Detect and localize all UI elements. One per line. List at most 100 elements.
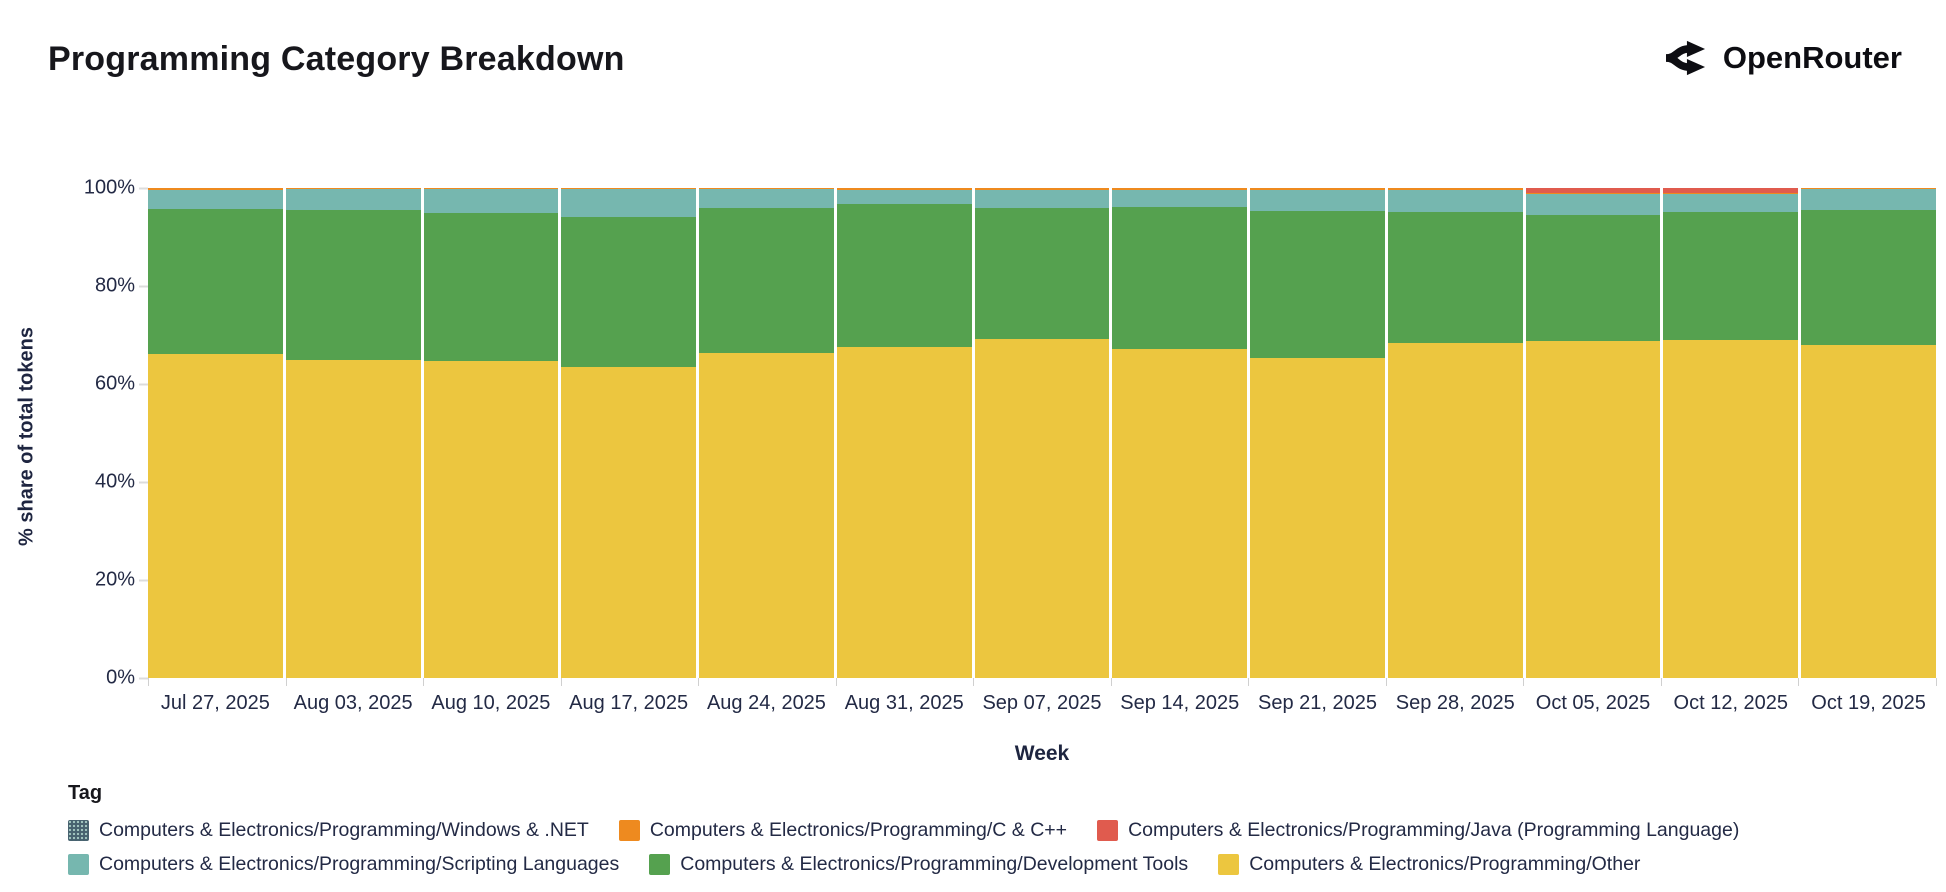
segment-other[interactable] [836,346,972,678]
legend-item-windows-dotnet[interactable]: Computers & Electronics/Programming/Wind… [68,819,589,842]
segment-scripting-languages[interactable] [974,189,1110,208]
segment-c-cpp[interactable] [285,188,421,190]
segment-development-tools[interactable] [1801,210,1936,345]
bar-aug-17-2025[interactable] [561,188,697,678]
bar-oct-19-2025[interactable] [1801,188,1936,678]
x-label-aug-03-2025: Aug 03, 2025 [293,692,413,714]
segment-development-tools[interactable] [699,207,834,353]
bar-oct-12-2025[interactable] [1663,188,1799,678]
bar-sep-28-2025[interactable] [1387,188,1523,678]
segment-other[interactable] [974,339,1110,678]
segment-scripting-languages[interactable] [836,189,972,205]
segment-other[interactable] [1250,357,1385,678]
segment-scripting-languages[interactable] [148,189,283,210]
segment-java[interactable] [1663,188,1799,194]
segment-other[interactable] [1525,340,1661,678]
legend-label: Computers & Electronics/Programming/Scri… [99,853,620,875]
segment-c-cpp[interactable] [1801,188,1936,190]
segment-other[interactable] [1387,343,1523,678]
segment-development-tools[interactable] [974,207,1110,340]
x-label-oct-05-2025: Oct 05, 2025 [1535,692,1651,714]
bar-sep-21-2025[interactable] [1250,188,1385,678]
legend-row-1: Computers & Electronics/Programming/Wind… [68,819,1898,842]
legend-item-java[interactable]: Computers & Electronics/Programming/Java… [1097,819,1739,842]
legend-item-development-tools[interactable]: Computers & Electronics/Programming/Deve… [649,853,1188,876]
legend-item-scripting-languages[interactable]: Computers & Electronics/Programming/Scri… [68,853,619,876]
x-axis-title: Week [1014,742,1070,765]
legend-item-c-cpp[interactable]: Computers & Electronics/Programming/C & … [618,819,1067,842]
y-tick-label: 0% [106,666,135,689]
segment-scripting-languages[interactable] [1663,194,1799,213]
bar-aug-10-2025[interactable] [423,188,559,678]
legend-label: Computers & Electronics/Programming/Deve… [680,853,1189,875]
legend-swatch-other [1218,854,1240,875]
bar-aug-24-2025[interactable] [699,188,834,678]
segment-c-cpp[interactable] [1112,188,1248,190]
segment-c-cpp[interactable] [699,188,834,190]
segment-development-tools[interactable] [423,213,559,362]
legend: Tag Computers & Electronics/Programming/… [68,782,1898,887]
segment-development-tools[interactable] [148,209,283,355]
x-axis-labels: Jul 27, 2025 Aug 03, 2025 Aug 10, 2025 Aug … [148,692,1936,715]
segment-development-tools[interactable] [836,204,972,347]
segment-scripting-languages[interactable] [699,189,834,208]
segment-development-tools[interactable] [561,216,697,367]
x-tick-mark [1248,678,1250,686]
segment-development-tools[interactable] [1663,212,1799,340]
x-label-aug-10-2025: Aug 10, 2025 [431,692,551,714]
segment-c-cpp[interactable] [148,188,283,190]
segment-c-cpp[interactable] [561,188,697,190]
segment-c-cpp[interactable] [836,188,972,190]
segment-development-tools[interactable] [1525,214,1661,341]
x-label-oct-19-2025: Oct 19, 2025 [1811,692,1926,714]
segment-scripting-languages[interactable] [285,189,421,211]
segment-scripting-languages[interactable] [1801,189,1936,211]
segment-scripting-languages[interactable] [561,189,697,217]
segment-scripting-languages[interactable] [1525,193,1661,215]
segment-development-tools[interactable] [285,210,421,360]
bar-sep-14-2025[interactable] [1112,188,1248,678]
x-tick-mark [698,678,700,686]
segment-other[interactable] [1663,339,1799,678]
segment-c-cpp[interactable] [423,188,559,190]
y-tick-40: 40% [95,471,148,494]
segment-c-cpp[interactable] [1663,193,1799,195]
segment-scripting-languages[interactable] [1250,189,1385,212]
segment-development-tools[interactable] [1387,212,1523,344]
segment-c-cpp[interactable] [1525,192,1661,194]
segment-other[interactable] [1801,344,1936,678]
legend-row-2: Computers & Electronics/Programming/Scri… [68,853,1898,876]
segment-scripting-languages[interactable] [423,189,559,213]
bar-oct-05-2025[interactable] [1525,188,1661,678]
x-label-aug-17-2025: Aug 17, 2025 [569,692,689,714]
legend-item-other[interactable]: Computers & Electronics/Programming/Othe… [1218,853,1640,876]
segment-scripting-languages[interactable] [1387,189,1523,213]
bar-sep-07-2025[interactable] [974,188,1110,678]
segment-other[interactable] [423,361,559,678]
segment-c-cpp[interactable] [1387,188,1523,190]
segment-development-tools[interactable] [1250,211,1385,358]
x-tick-mark [835,678,837,686]
segment-other[interactable] [285,359,421,678]
y-tick-20: 20% [95,569,148,592]
segment-development-tools[interactable] [1112,207,1248,349]
y-tick-mark [139,187,148,189]
y-tick-0: 0% [106,667,148,690]
segment-c-cpp[interactable] [1250,188,1385,190]
x-label-oct-12-2025: Oct 12, 2025 [1673,692,1789,714]
segment-other[interactable] [699,352,834,678]
y-tick-mark [139,383,148,385]
brand-link[interactable]: OpenRouter [1663,38,1902,78]
bar-aug-31-2025[interactable] [836,188,972,678]
bar-aug-03-2025[interactable] [285,188,421,678]
x-label-jul-27-2025: Jul 27, 2025 [160,692,270,714]
y-tick-label: 20% [94,568,135,591]
bar-jul-27-2025[interactable] [148,188,283,678]
segment-other[interactable] [1112,348,1248,678]
segment-c-cpp[interactable] [974,188,1110,190]
segment-other[interactable] [561,366,697,678]
segment-java[interactable] [1525,188,1661,193]
segment-scripting-languages[interactable] [1112,189,1248,208]
segment-other[interactable] [148,354,283,678]
